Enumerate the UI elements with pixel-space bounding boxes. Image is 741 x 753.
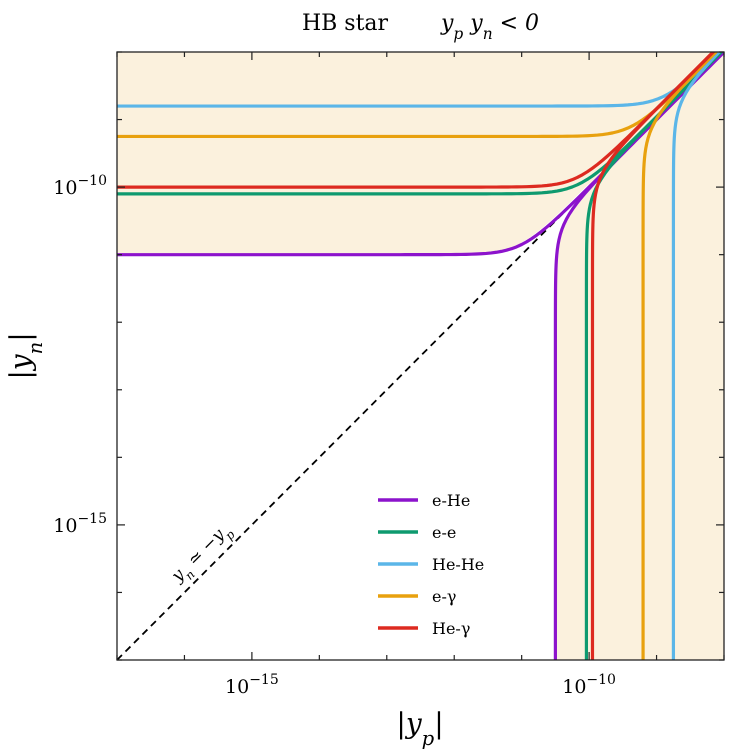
legend: e-He e-e He-He e-γ He-γ (378, 491, 484, 638)
legend-label: He-γ (432, 619, 470, 638)
x-tick-label: 10−10 (562, 672, 616, 698)
series-line-e-vertical (641, 52, 718, 660)
y-axis-label: |yn| (4, 332, 47, 379)
x-axis-label: |yp| (396, 707, 443, 750)
series-line-ee-vertical (584, 52, 723, 660)
series-line-hehe-horizontal (117, 52, 721, 108)
chart-title-left: HB star (302, 11, 389, 36)
legend-label: e-γ (432, 587, 456, 606)
legend-label: e-He (432, 491, 470, 510)
legend-label: e-e (432, 523, 456, 542)
series-line-hehe-vertical (671, 52, 721, 660)
legend-label: He-He (432, 555, 484, 574)
plot-frame (116, 51, 725, 661)
excluded-region (117, 183, 590, 660)
series-line-e-horizontal (117, 52, 719, 139)
y-tick-label: 10−10 (53, 173, 107, 199)
ticks-group: 10−15 10−10 10−15 10−10 (53, 51, 725, 698)
x-tick-label: 10−15 (225, 672, 279, 698)
y-tick-label: 10−15 (53, 511, 107, 537)
chart-title-right: yp yn < 0 (440, 11, 539, 43)
series-line-he-horizontal (117, 52, 716, 189)
series-group (117, 52, 724, 660)
series-line-he-vertical (590, 52, 715, 660)
